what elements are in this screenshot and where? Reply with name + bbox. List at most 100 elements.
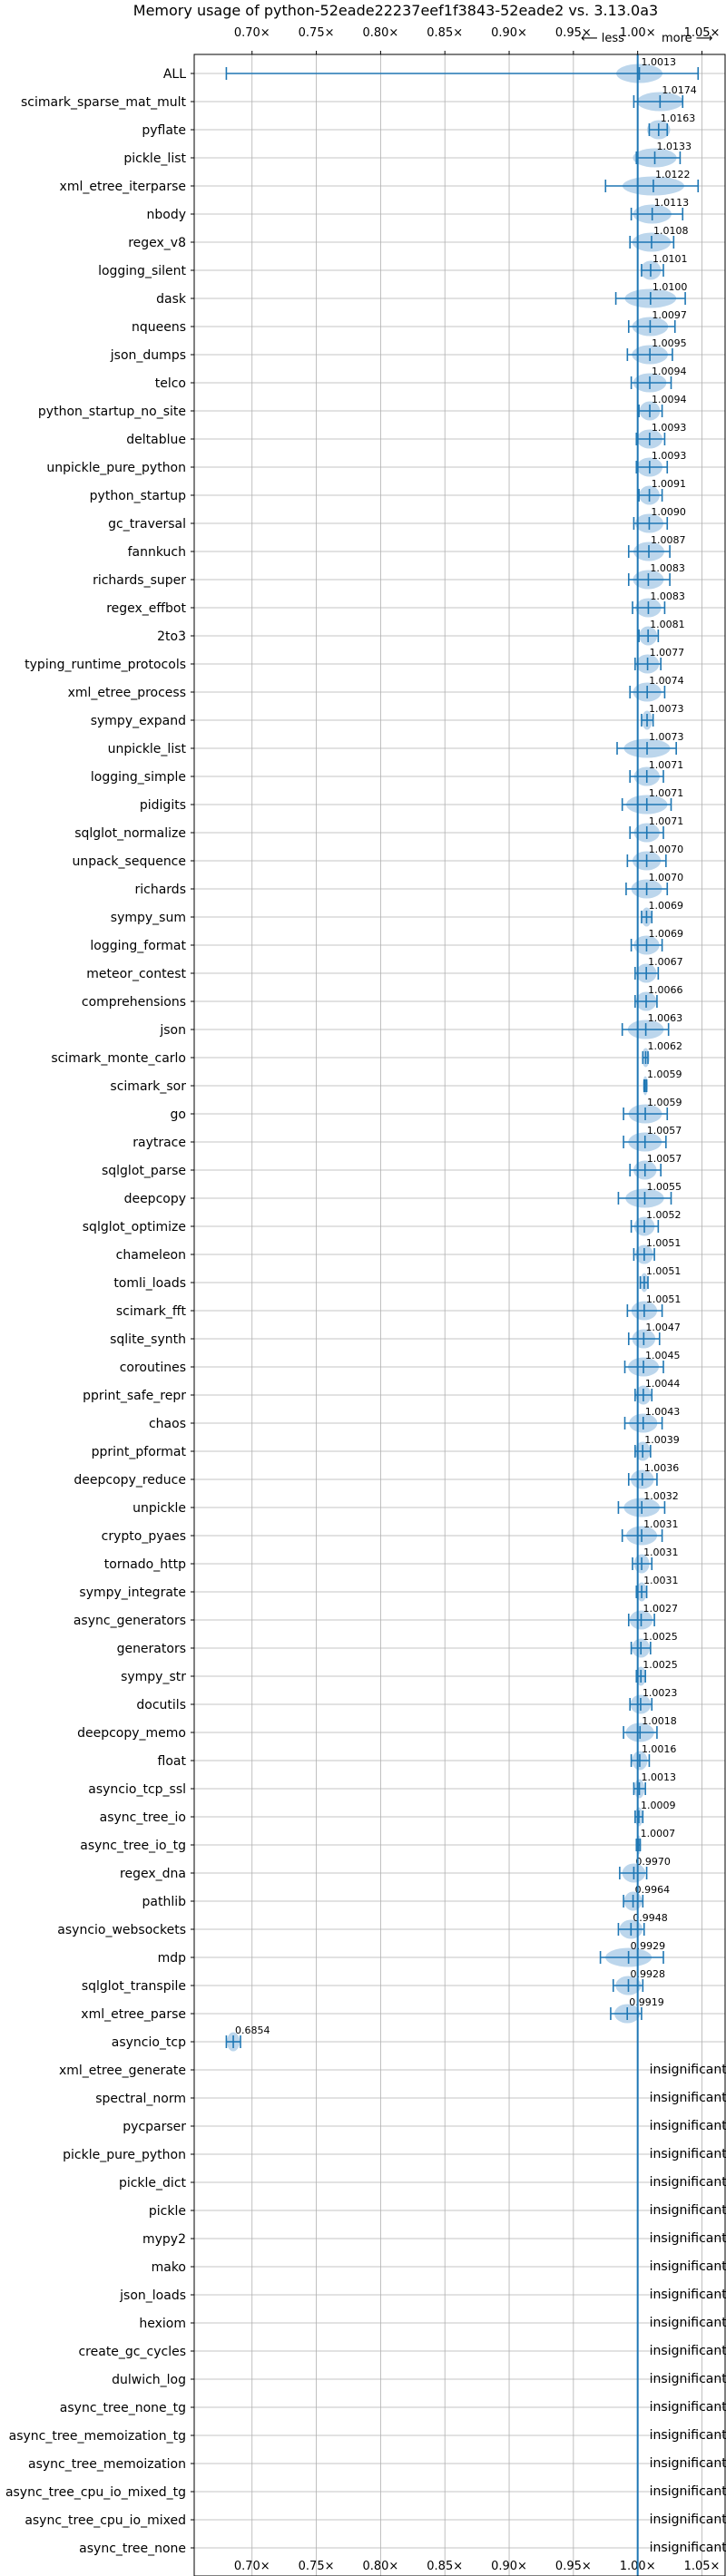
benchmark-label: sqlglot_parse bbox=[102, 1164, 186, 1178]
benchmark-label: pyflate bbox=[142, 123, 186, 138]
value-label: 0.9948 bbox=[633, 1912, 668, 1924]
insignificant-label: insignificant bbox=[650, 2259, 726, 2274]
value-label: 1.0095 bbox=[652, 337, 687, 349]
benchmark-label: meteor_contest bbox=[86, 967, 186, 981]
value-label: 1.0043 bbox=[645, 1406, 681, 1418]
benchmark-label: pickle bbox=[149, 2204, 186, 2219]
benchmark-label: sqlglot_optimize bbox=[83, 1220, 186, 1234]
value-label: 1.0016 bbox=[642, 1743, 677, 1755]
value-label: 0.9970 bbox=[635, 1856, 671, 1868]
value-label: 1.0133 bbox=[657, 141, 692, 152]
benchmark-label: tornado_http bbox=[104, 1557, 186, 1572]
direction-more-label: more ⟶ bbox=[662, 32, 712, 45]
benchmark-label: tomli_loads bbox=[113, 1276, 186, 1291]
value-label: 1.0013 bbox=[642, 1771, 677, 1783]
benchmark-label: sympy_expand bbox=[91, 714, 186, 728]
benchmark-label: async_tree_none_tg bbox=[60, 2401, 186, 2415]
insignificant-label: insignificant bbox=[650, 2400, 726, 2415]
benchmark-label: async_generators bbox=[74, 1614, 186, 1628]
benchmark-label: sqlglot_transpile bbox=[82, 1979, 186, 1994]
benchmark-label: json_dumps bbox=[110, 348, 186, 363]
x-tick-label-top: 0.90× bbox=[491, 26, 527, 40]
value-label: 1.0070 bbox=[649, 844, 684, 855]
value-label: 1.0108 bbox=[653, 225, 689, 237]
value-label: 1.0087 bbox=[651, 534, 686, 546]
benchmark-label: pickle_list bbox=[123, 151, 186, 166]
benchmark-label: async_tree_cpu_io_mixed bbox=[25, 2513, 186, 2528]
benchmark-label: pprint_safe_repr bbox=[83, 1389, 186, 1403]
benchmark-label: async_tree_io bbox=[100, 1810, 186, 1825]
value-label: 1.0018 bbox=[642, 1715, 677, 1727]
value-label: 1.0070 bbox=[649, 872, 684, 883]
benchmark-label: sqlglot_normalize bbox=[74, 826, 186, 841]
x-tick-label-bottom: 0.90× bbox=[491, 2560, 527, 2573]
benchmark-label: richards bbox=[135, 883, 187, 897]
insignificant-label: insignificant bbox=[650, 2147, 726, 2161]
insignificant-label: insignificant bbox=[650, 2484, 726, 2499]
x-tick-label-bottom: 0.95× bbox=[555, 2560, 592, 2573]
benchmark-label: async_tree_cpu_io_mixed_tg bbox=[5, 2485, 186, 2500]
insignificant-label: insignificant bbox=[650, 2119, 726, 2133]
value-label: 1.0009 bbox=[641, 1800, 676, 1811]
x-tick-label-bottom: 0.85× bbox=[427, 2560, 463, 2573]
x-tick-label-top: 0.95× bbox=[555, 26, 592, 40]
value-label: 1.0163 bbox=[661, 112, 696, 124]
value-label: 1.0052 bbox=[646, 1209, 682, 1221]
chart-title: Memory usage of python-52eade22237eef1f3… bbox=[133, 2, 658, 19]
benchmark-label: pycparser bbox=[123, 2120, 186, 2134]
value-label: 1.0059 bbox=[647, 1068, 682, 1080]
benchmark-label: chaos bbox=[149, 1417, 186, 1431]
value-label: 1.0031 bbox=[643, 1518, 679, 1530]
value-label: 1.0100 bbox=[652, 281, 688, 293]
benchmark-label: crypto_pyaes bbox=[102, 1529, 186, 1544]
benchmark-label: xml_etree_parse bbox=[81, 2007, 186, 2022]
insignificant-label: insignificant bbox=[650, 2344, 726, 2358]
value-label: 1.0073 bbox=[649, 703, 684, 715]
value-label: 1.0045 bbox=[645, 1350, 681, 1361]
benchmark-label: logging_format bbox=[90, 939, 186, 953]
value-label: 0.9929 bbox=[631, 1940, 666, 1952]
benchmark-label: hexiom bbox=[139, 2317, 186, 2331]
benchmark-label: deepcopy_reduce bbox=[74, 1473, 186, 1488]
benchmark-label: float bbox=[158, 1754, 187, 1769]
value-label: 1.0051 bbox=[646, 1237, 682, 1249]
value-label: 1.0077 bbox=[650, 647, 685, 659]
value-label: 1.0083 bbox=[650, 562, 685, 574]
benchmark-label: deltablue bbox=[126, 433, 186, 447]
benchmark-label: logging_simple bbox=[91, 770, 186, 785]
benchmark-label: async_tree_io_tg bbox=[80, 1839, 186, 1853]
benchmark-label: comprehensions bbox=[82, 995, 186, 1010]
x-tick-label-top: 0.70× bbox=[234, 26, 270, 40]
value-label: 1.0101 bbox=[652, 253, 688, 265]
benchmark-label: dulwich_log bbox=[112, 2373, 186, 2387]
x-tick-label-top: 0.75× bbox=[299, 26, 335, 40]
benchmark-label: mako bbox=[152, 2260, 186, 2275]
value-label: 1.0055 bbox=[646, 1181, 682, 1193]
value-label: 1.0013 bbox=[642, 56, 677, 68]
benchmark-label: dask bbox=[156, 292, 187, 307]
value-label: 1.0093 bbox=[652, 422, 687, 434]
benchmark-label: mypy2 bbox=[142, 2232, 186, 2247]
value-label: 1.0051 bbox=[646, 1265, 682, 1277]
value-label: 1.0027 bbox=[643, 1603, 679, 1615]
value-label: 1.0071 bbox=[649, 787, 684, 799]
benchmark-label: scimark_monte_carlo bbox=[51, 1051, 186, 1066]
benchmark-label: async_tree_none bbox=[79, 2542, 186, 2556]
value-label: 1.0122 bbox=[655, 169, 691, 181]
benchmark-label: logging_silent bbox=[98, 264, 186, 278]
value-label: 1.0066 bbox=[648, 984, 683, 996]
benchmark-label: pickle_dict bbox=[119, 2176, 187, 2191]
benchmark-label: chameleon bbox=[116, 1248, 186, 1263]
value-label: 1.0097 bbox=[652, 309, 687, 321]
value-label: 1.0036 bbox=[644, 1462, 680, 1474]
benchmark-label: async_tree_memoization_tg bbox=[9, 2429, 186, 2444]
value-label: 1.0023 bbox=[643, 1687, 678, 1699]
x-tick-label-bottom: 0.70× bbox=[234, 2560, 270, 2573]
value-label: 0.9928 bbox=[630, 1968, 665, 1980]
value-label: 1.0031 bbox=[643, 1547, 679, 1558]
benchmark-label: regex_dna bbox=[120, 1867, 186, 1881]
benchmark-label: unpickle_list bbox=[108, 742, 187, 756]
value-label: 1.0083 bbox=[650, 590, 685, 602]
benchmark-label: deepcopy bbox=[124, 1192, 186, 1206]
